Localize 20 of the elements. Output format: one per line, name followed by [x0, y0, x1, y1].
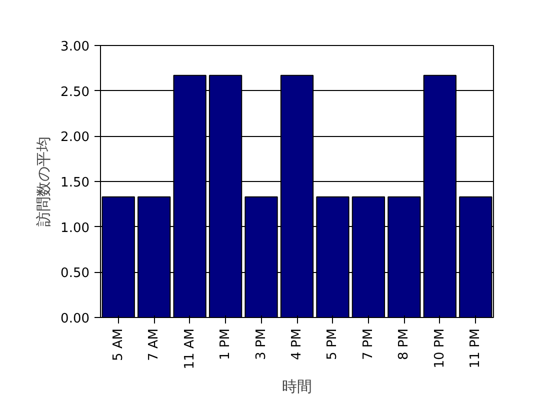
y-tick-label: 0.00 [60, 312, 90, 326]
y-tick-label: 1.00 [60, 220, 90, 236]
x-tick-label: 10 PM [432, 328, 448, 368]
y-tick-label: 2.50 [60, 84, 90, 100]
y-tick-label: 0.50 [60, 266, 90, 282]
x-tick-label: 8 PM [396, 328, 412, 360]
x-tick-label: 3 PM [254, 328, 269, 360]
x-tick-label: 5 AM [110, 328, 126, 362]
x-axis-title: 時間 [282, 377, 312, 396]
x-tick-label: 5 PM [325, 328, 340, 360]
y-axis-title: 訪問数の平均 [34, 136, 53, 226]
x-tick-label: 11 PM [468, 328, 484, 368]
x-tick-label: 4 PM [290, 328, 304, 360]
x-tick-label: 1 PM [218, 328, 234, 360]
x-tick-label: 11 AM [182, 328, 198, 370]
x-tick-label: 7 PM [360, 328, 376, 360]
y-tick-label: 1.50 [60, 176, 90, 190]
y-tick-label: 3.00 [60, 40, 90, 54]
x-tick-label: 7 AM [146, 328, 162, 362]
y-tick-label: 2.00 [60, 130, 90, 146]
